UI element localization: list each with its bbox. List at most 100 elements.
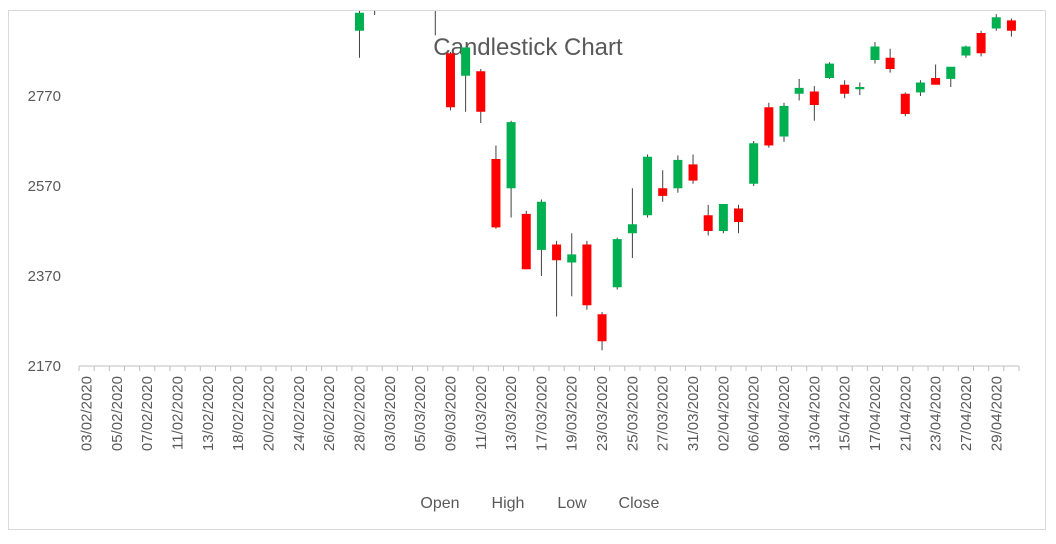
- candle-body: [870, 46, 880, 60]
- x-tick-label: 13/03/2020: [503, 376, 520, 451]
- candle-body: [567, 254, 577, 263]
- candle: [764, 102, 774, 148]
- candle: [476, 69, 486, 123]
- candle: [915, 80, 925, 96]
- candle-body: [931, 78, 941, 85]
- candle: [961, 45, 971, 58]
- candle-body: [855, 87, 865, 90]
- candle-body: [1006, 20, 1016, 31]
- x-tick-label: 19/03/2020: [564, 376, 581, 451]
- y-axis-ticks: 2170237025702770297031703370: [28, 11, 61, 375]
- candle: [749, 141, 759, 186]
- candle-body: [688, 164, 698, 181]
- x-tick-label: 06/04/2020: [746, 376, 763, 451]
- candle: [946, 66, 956, 87]
- x-tick-label: 27/03/2020: [655, 376, 672, 451]
- legend-low: Low: [557, 495, 587, 512]
- candle-body: [991, 17, 1001, 29]
- candle-body: [900, 93, 910, 114]
- candle-body: [673, 159, 683, 189]
- candle: [885, 48, 895, 73]
- x-tick-label: 09/03/2020: [442, 376, 459, 451]
- candle: [824, 62, 834, 79]
- candle-body: [734, 208, 744, 222]
- candle: [794, 78, 804, 101]
- candle: [354, 11, 364, 58]
- x-tick-label: 03/02/2020: [79, 376, 96, 451]
- x-tick-label: 02/04/2020: [715, 376, 732, 451]
- candle-body: [824, 63, 834, 78]
- candle: [567, 233, 577, 297]
- x-tick-label: 25/03/2020: [624, 376, 641, 451]
- candle-body: [354, 12, 364, 31]
- x-tick-label: 20/02/2020: [261, 376, 278, 451]
- x-tick-label: 23/04/2020: [928, 376, 945, 451]
- candle: [552, 240, 562, 317]
- x-tick-label: 05/02/2020: [109, 376, 126, 451]
- candle: [870, 42, 880, 64]
- candle-body: [961, 46, 971, 56]
- candle: [734, 204, 744, 234]
- candle-body: [779, 105, 789, 137]
- x-tick-label: 13/04/2020: [806, 376, 823, 451]
- y-tick-label: 2970: [28, 11, 61, 15]
- candle: [1006, 18, 1016, 37]
- candle-body: [946, 66, 956, 79]
- x-tick-label: 24/02/2020: [291, 376, 308, 451]
- x-tick-label: 27/04/2020: [958, 376, 975, 451]
- candle-body: [718, 204, 728, 231]
- candle: [840, 80, 850, 99]
- candle: [688, 154, 698, 184]
- x-tick-label: 17/04/2020: [867, 376, 884, 451]
- candle: [521, 210, 531, 270]
- candle-body: [627, 224, 637, 234]
- legend: Open High Low Close: [420, 495, 659, 512]
- candle-body: [885, 57, 895, 69]
- candle-body: [794, 87, 804, 94]
- candle-body: [703, 215, 713, 231]
- candle: [627, 188, 637, 258]
- candle: [612, 237, 622, 290]
- candle-body: [552, 244, 562, 261]
- candle: [900, 92, 910, 117]
- y-tick-label: 2170: [28, 358, 61, 375]
- candle: [374, 11, 376, 15]
- candle-body: [643, 156, 653, 216]
- candle-body: [840, 84, 850, 94]
- x-tick-label: 18/02/2020: [230, 376, 247, 451]
- x-axis-ticks: 03/02/2020 05/02/2020 07/02/2020 11/02/2020…: [78, 366, 1020, 451]
- candle-body: [582, 244, 592, 306]
- x-tick-label: 11/03/2020: [473, 376, 490, 450]
- candle: [931, 64, 941, 85]
- candle-body: [476, 71, 486, 112]
- candle: [582, 240, 592, 310]
- legend-open: Open: [420, 495, 459, 512]
- candle: [658, 170, 668, 202]
- candle: [779, 102, 789, 142]
- x-tick-label: 26/02/2020: [321, 376, 338, 451]
- candle-body: [764, 107, 774, 146]
- candle-body: [491, 159, 501, 228]
- candle-body: [521, 213, 531, 270]
- x-tick-label: 15/04/2020: [837, 376, 854, 451]
- y-tick-label: 2770: [28, 88, 61, 105]
- x-tick-label: 29/04/2020: [988, 376, 1005, 451]
- candle: [991, 14, 1001, 31]
- x-tick-label: 13/02/2020: [200, 376, 217, 451]
- candle-body: [461, 47, 471, 76]
- candle: [536, 199, 546, 276]
- candle: [445, 51, 455, 111]
- x-tick-label: 31/03/2020: [685, 376, 702, 451]
- candle: [597, 312, 607, 351]
- legend-close: Close: [619, 495, 660, 512]
- candle-body: [506, 122, 516, 189]
- candle: [809, 86, 819, 121]
- x-tick-label: 17/03/2020: [533, 376, 550, 451]
- candle-body: [445, 53, 455, 108]
- x-tick-label: 03/03/2020: [382, 376, 399, 451]
- candle-body: [536, 201, 546, 250]
- x-tick-label: 11/02/2020: [170, 376, 187, 450]
- x-tick-label: 23/03/2020: [594, 376, 611, 451]
- candle-body: [915, 82, 925, 93]
- x-tick-label: 08/04/2020: [776, 376, 793, 451]
